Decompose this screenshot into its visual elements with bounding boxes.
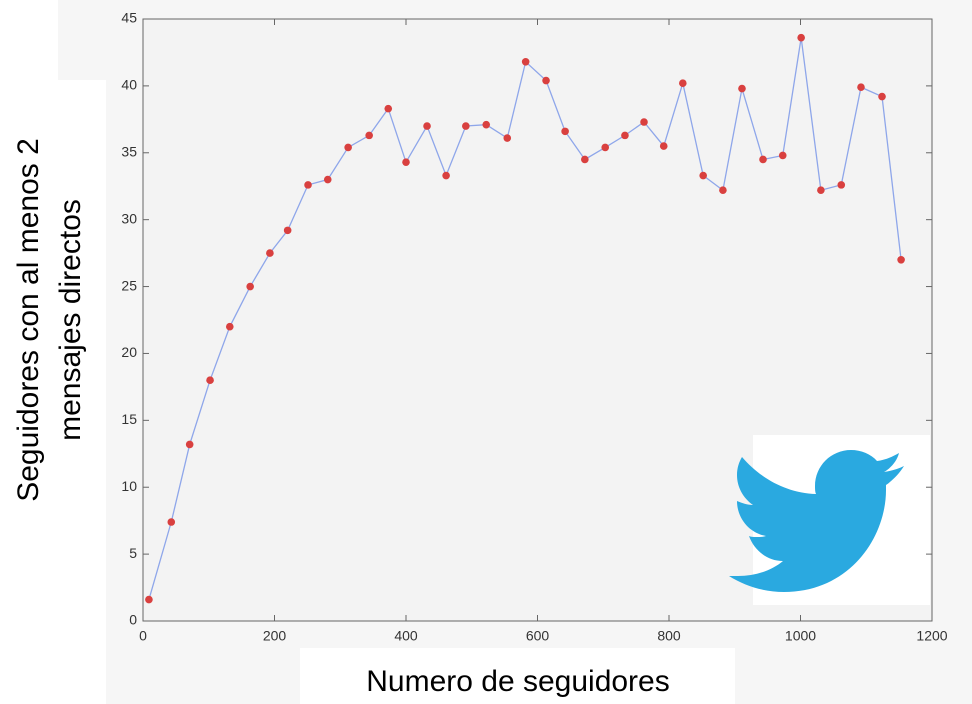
data-point xyxy=(225,322,234,331)
y-tick-label: 0 xyxy=(129,612,137,628)
data-point xyxy=(402,158,410,166)
data-point xyxy=(185,440,194,449)
data-point xyxy=(266,249,274,257)
y-tick-label: 25 xyxy=(121,277,137,293)
y-tick-label: 5 xyxy=(129,545,137,561)
data-point xyxy=(719,186,727,195)
data-point xyxy=(323,175,332,184)
twitter-logo xyxy=(729,435,930,605)
data-point xyxy=(817,186,825,195)
data-point xyxy=(837,181,846,189)
data-point xyxy=(679,79,687,88)
data-point xyxy=(897,255,905,264)
data-point xyxy=(246,282,254,291)
data-point xyxy=(344,143,352,152)
x-tick-label: 0 xyxy=(139,628,147,644)
data-point xyxy=(423,122,431,130)
label-background xyxy=(300,648,735,704)
y-tick-label: 20 xyxy=(121,344,137,360)
data-point xyxy=(365,131,373,140)
data-point xyxy=(503,134,512,142)
data-point xyxy=(878,92,886,101)
data-point xyxy=(542,76,550,85)
y-tick-label: 35 xyxy=(121,143,137,159)
data-point xyxy=(283,226,292,235)
data-point xyxy=(442,171,450,180)
data-point xyxy=(699,171,707,180)
data-point xyxy=(797,33,805,42)
data-point xyxy=(659,142,668,150)
label-background xyxy=(0,80,106,704)
data-point xyxy=(561,127,569,136)
y-tick-label: 40 xyxy=(121,77,137,93)
data-point xyxy=(521,58,530,66)
data-point xyxy=(304,181,312,189)
x-tick-label: 1000 xyxy=(785,628,816,644)
data-point xyxy=(145,595,153,604)
x-tick-label: 200 xyxy=(263,628,287,644)
x-tick-label: 1200 xyxy=(916,628,947,644)
data-point xyxy=(384,104,393,113)
y-tick-label: 15 xyxy=(121,411,137,427)
y-axis-title: mensajes directos xyxy=(54,199,87,441)
data-point xyxy=(462,122,470,130)
y-tick-label: 30 xyxy=(121,210,137,226)
x-tick-label: 600 xyxy=(526,628,550,644)
data-point xyxy=(640,118,648,126)
x-tick-label: 800 xyxy=(657,628,681,644)
data-point xyxy=(621,131,629,140)
data-point xyxy=(581,155,589,164)
x-tick-label: 400 xyxy=(394,628,418,644)
data-point xyxy=(857,83,865,92)
x-axis-title: Numero de seguidores xyxy=(366,665,670,698)
data-point xyxy=(167,518,176,526)
y-tick-label: 10 xyxy=(121,478,137,494)
data-point xyxy=(759,155,767,164)
data-point xyxy=(778,151,787,160)
data-point xyxy=(206,376,214,385)
data-point xyxy=(601,143,610,152)
y-tick-label: 45 xyxy=(121,10,137,26)
y-axis-title: Seguidores con al menos 2 xyxy=(12,138,45,502)
data-point xyxy=(738,84,746,93)
data-point xyxy=(482,120,491,129)
